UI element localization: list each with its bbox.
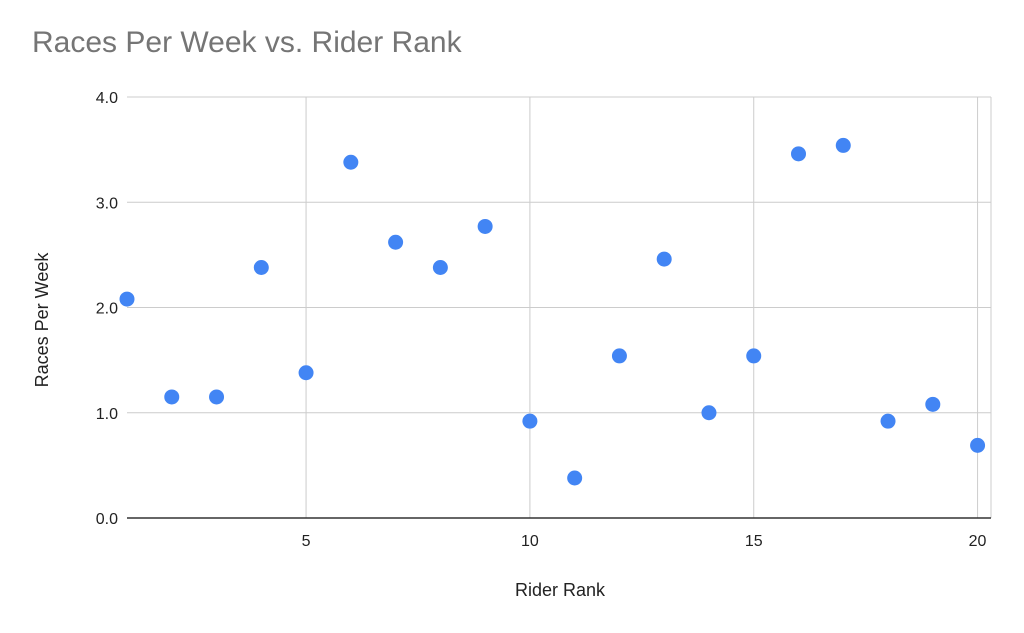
y-axis-title: Races Per Week <box>32 252 52 388</box>
y-tick-label: 1.0 <box>96 406 118 423</box>
data-point <box>611 348 627 364</box>
x-axis-title: Rider Rank <box>515 580 606 600</box>
data-point <box>253 260 269 276</box>
data-point <box>298 365 314 381</box>
data-point <box>567 470 583 486</box>
x-tick-label: 15 <box>745 533 763 550</box>
data-point <box>432 260 448 276</box>
data-point <box>164 389 180 405</box>
data-point <box>656 251 672 267</box>
y-tick-label: 3.0 <box>96 195 118 212</box>
gridlines <box>127 96 992 518</box>
data-point <box>477 218 493 234</box>
data-point <box>880 413 896 429</box>
chart-title: Races Per Week vs. Rider Rank <box>32 26 462 59</box>
data-points <box>119 137 986 486</box>
data-point <box>925 396 941 412</box>
x-tick-label: 20 <box>969 533 987 550</box>
data-point <box>970 437 986 453</box>
data-point <box>522 413 538 429</box>
data-point <box>388 234 404 250</box>
data-point <box>119 291 135 307</box>
y-tick-label: 4.0 <box>96 90 118 107</box>
data-point <box>746 348 762 364</box>
x-tick-label: 5 <box>302 533 311 550</box>
x-tick-label: 10 <box>521 533 539 550</box>
y-tick-label: 2.0 <box>96 301 118 318</box>
data-point <box>209 389 225 405</box>
data-point <box>701 405 717 421</box>
y-tick-label: 0.0 <box>96 511 118 528</box>
data-point <box>791 146 807 162</box>
tick-labels: 0.0 1.0 2.0 3.0 4.0 5 10 15 20 <box>96 90 987 550</box>
data-point <box>835 137 851 153</box>
data-point <box>343 154 359 170</box>
